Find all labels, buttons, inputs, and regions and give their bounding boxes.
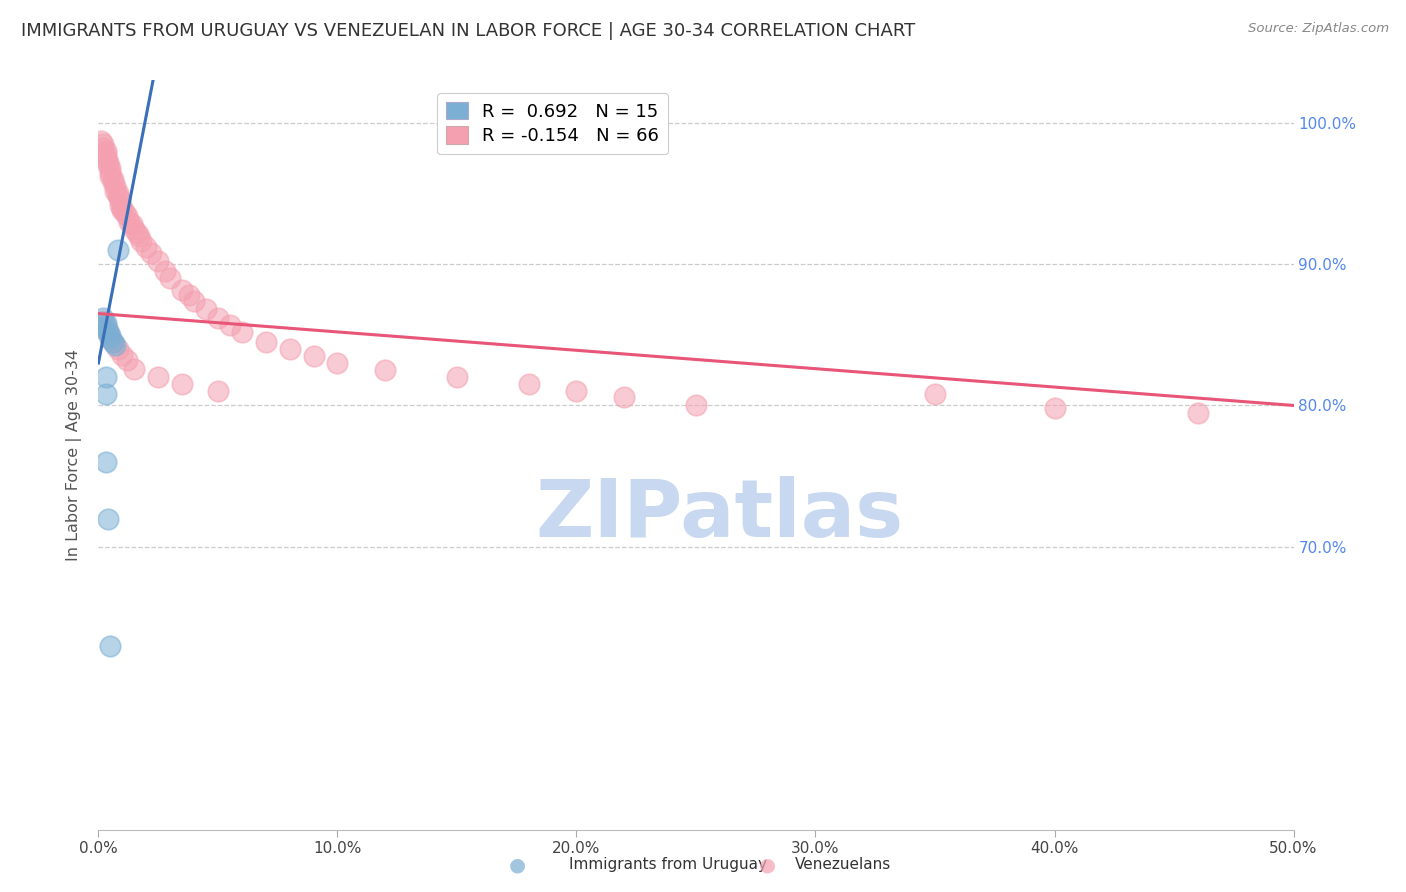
- Point: [91, 310, 114, 325]
- Point: [1043, 401, 1066, 416]
- Point: [98, 169, 122, 184]
- Point: [254, 334, 277, 349]
- Point: [101, 334, 124, 349]
- Point: [148, 254, 170, 268]
- Point: [302, 349, 325, 363]
- Point: [159, 271, 181, 285]
- Text: ZIPatlas: ZIPatlas: [536, 475, 904, 554]
- Point: [446, 370, 468, 384]
- Point: [98, 165, 122, 179]
- Point: [326, 356, 349, 370]
- Point: [98, 327, 122, 342]
- Point: [98, 161, 122, 175]
- Point: [94, 144, 117, 158]
- Y-axis label: In Labor Force | Age 30-34: In Labor Force | Age 30-34: [66, 349, 83, 561]
- Point: [125, 226, 148, 240]
- Point: [139, 245, 162, 260]
- Point: [104, 337, 127, 351]
- Point: [565, 384, 588, 399]
- Point: [108, 197, 131, 211]
- Point: [124, 221, 146, 235]
- Point: [98, 330, 122, 344]
- Point: [101, 172, 124, 186]
- Point: [101, 334, 124, 349]
- Point: [128, 228, 150, 243]
- Point: [114, 206, 136, 220]
- Text: IMMIGRANTS FROM URUGUAY VS VENEZUELAN IN LABOR FORCE | AGE 30-34 CORRELATION CHA: IMMIGRANTS FROM URUGUAY VS VENEZUELAN IN…: [21, 22, 915, 40]
- Point: [91, 141, 114, 155]
- Point: [91, 136, 114, 151]
- Point: [108, 194, 131, 208]
- Point: [94, 455, 117, 469]
- Point: [97, 155, 120, 169]
- Point: [91, 313, 114, 327]
- Point: [94, 370, 117, 384]
- Point: [94, 151, 117, 165]
- Point: [115, 353, 138, 368]
- Point: [172, 377, 194, 392]
- Point: [685, 399, 707, 413]
- Text: ●: ●: [759, 855, 776, 875]
- Point: [104, 179, 127, 194]
- Point: [94, 146, 117, 161]
- Legend: R =  0.692   N = 15, R = -0.154   N = 66: R = 0.692 N = 15, R = -0.154 N = 66: [437, 93, 668, 154]
- Point: [111, 347, 134, 361]
- Point: [195, 302, 218, 317]
- Point: [1187, 405, 1209, 419]
- Point: [111, 203, 134, 218]
- Point: [924, 387, 946, 401]
- Point: [107, 342, 129, 356]
- Point: [155, 264, 177, 278]
- Point: [97, 511, 120, 525]
- Text: Source: ZipAtlas.com: Source: ZipAtlas.com: [1249, 22, 1389, 36]
- Point: [94, 387, 117, 401]
- Text: Immigrants from Uruguay: Immigrants from Uruguay: [569, 857, 768, 872]
- Point: [219, 318, 242, 332]
- Point: [278, 342, 301, 356]
- Point: [107, 189, 129, 203]
- Point: [148, 370, 170, 384]
- Point: [613, 390, 636, 404]
- Point: [90, 134, 112, 148]
- Point: [97, 325, 120, 339]
- Point: [107, 243, 129, 257]
- Point: [115, 209, 138, 223]
- Point: [172, 283, 194, 297]
- Point: [135, 240, 157, 254]
- Point: [97, 324, 120, 338]
- Point: [90, 320, 112, 334]
- Point: [207, 384, 229, 399]
- Point: [107, 186, 129, 201]
- Point: [97, 158, 120, 172]
- Point: [207, 310, 229, 325]
- Point: [94, 320, 117, 334]
- Point: [517, 377, 540, 392]
- Point: [94, 317, 117, 331]
- Text: ●: ●: [509, 855, 526, 875]
- Point: [111, 201, 134, 215]
- Text: Venezuelans: Venezuelans: [794, 857, 890, 872]
- Point: [124, 361, 146, 376]
- Point: [183, 293, 205, 308]
- Point: [179, 288, 201, 302]
- Point: [104, 184, 127, 198]
- Point: [118, 214, 141, 228]
- Point: [374, 363, 396, 377]
- Point: [94, 319, 117, 334]
- Point: [101, 175, 124, 189]
- Point: [98, 639, 122, 653]
- Point: [131, 235, 153, 249]
- Point: [121, 218, 143, 232]
- Point: [231, 325, 253, 339]
- Point: [98, 330, 122, 344]
